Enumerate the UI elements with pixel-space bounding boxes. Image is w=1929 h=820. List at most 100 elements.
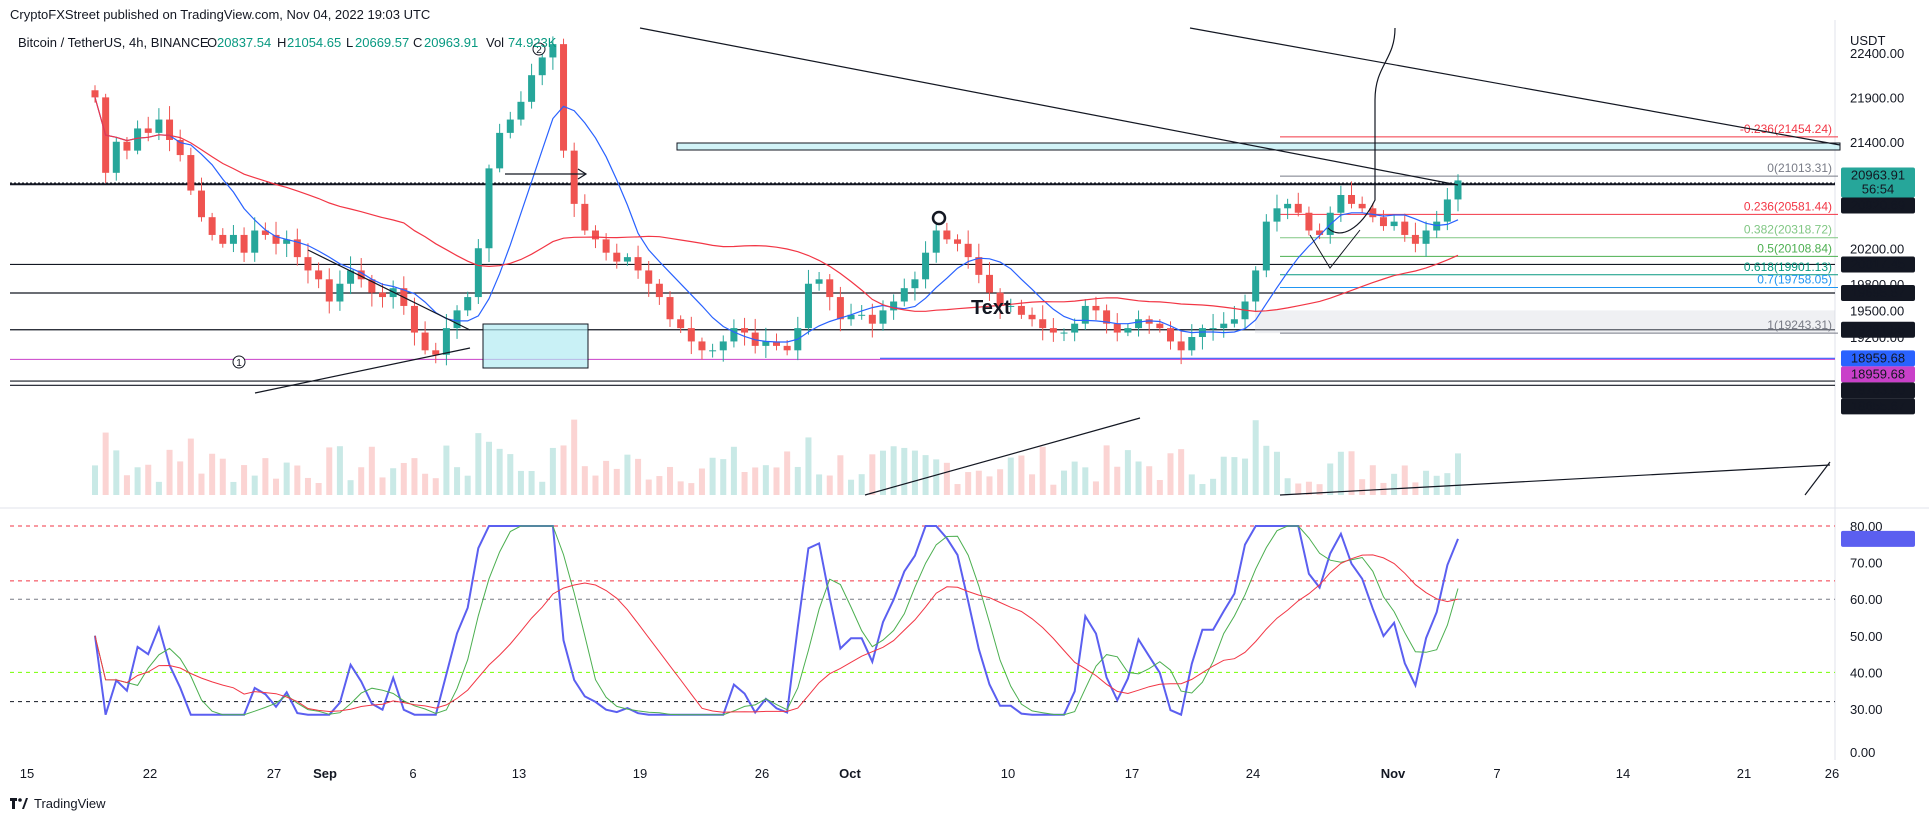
volume-bar [422,473,429,495]
candle-body [1049,328,1057,333]
candle-body [783,345,791,351]
trendline-desc [639,27,1459,186]
volume-bar [890,446,897,495]
volume-bar [1327,463,1334,495]
volume-bar [986,476,993,495]
volume-value: 74.923K [508,35,557,50]
candle-body [304,257,312,271]
volume-bar [1082,467,1089,495]
candle-body [155,119,163,133]
candle-body [943,230,951,240]
candle-body [1379,217,1387,227]
tradingview-icon [10,797,28,809]
volume-bar [1050,484,1057,495]
candle-body [655,283,663,298]
candle-body [229,234,237,244]
volume-bar [400,462,407,495]
price-tick-label: 22400.00 [1850,46,1904,61]
volume-bar [773,467,780,495]
currency-label: USDT [1850,33,1885,48]
volume-bar [805,437,812,495]
time-tick-label: 7 [1493,766,1500,781]
candle-body [815,279,823,284]
volume-bar [432,478,439,495]
volume-bar [294,465,301,495]
volume-bar [911,450,918,495]
time-tick-label: 27 [267,766,281,781]
volume-bar [102,432,109,495]
open-value: 20837.54 [217,35,271,50]
candle-body [730,328,738,342]
time-tick-label: 19 [633,766,647,781]
countdown-label: 56:54 [1862,181,1895,196]
candle-body [112,141,120,173]
volume-bar [1135,461,1142,495]
volume-bar [1401,465,1408,495]
candle-body [613,252,621,262]
candle-body [1028,314,1036,320]
rsi-ma-line [94,554,1459,713]
candle-body [517,101,525,120]
candle-body [1422,230,1430,244]
candle-body [1401,221,1409,235]
candle-body [1092,305,1100,311]
candle-body [357,270,365,280]
rsi-line [94,525,1459,717]
time-tick-label: 6 [409,766,416,781]
volume-bar [1092,481,1099,495]
volume-bar [379,477,386,495]
candle-body [368,279,376,293]
volume-bar [837,455,844,495]
candle-body [1443,199,1451,222]
candle-body [698,341,706,351]
candle-body [1188,337,1196,351]
price-badge [1841,284,1915,301]
volume-bar [922,455,929,495]
volume-bar [1199,484,1206,495]
fib-label: 0.382(20318.72) [1744,223,1832,237]
fib-label: 0.236(20581.44) [1744,199,1832,213]
price-badge-label: 18959.68 [1851,366,1905,381]
volume-bar [784,451,791,495]
volume-bar [826,475,833,495]
candle-body [1071,323,1079,333]
volume-bar [230,481,237,495]
price-badge [1841,197,1915,214]
candle-body [496,132,504,169]
candle-body [879,310,887,324]
price-tick-label: 20200.00 [1850,241,1904,256]
time-tick-label: 10 [1001,766,1015,781]
volume-bar [1039,446,1046,495]
volume-bar [209,453,216,495]
candle-body [1124,328,1132,333]
price-badge [1841,321,1915,338]
low-value: 20669.57 [355,35,409,50]
fibonacci-levels: -0.236(21454.24) 0(21013.31) 0.236(20581.4… [1280,122,1838,334]
candle-body [176,139,184,156]
wave-marker-1 [232,355,246,369]
candle-body [1305,212,1313,231]
candle-body [645,270,653,284]
rsi-tick-label: 0.00 [1850,745,1875,760]
volume-bar [496,448,503,495]
candle-body [826,279,834,298]
candle-body [1284,203,1292,209]
volume-bar [1391,473,1398,495]
time-tick-label: 15 [20,766,34,781]
rsi-badge [1841,530,1915,547]
volume-bar [1061,470,1068,495]
candle-body [538,57,546,76]
volume-bar [794,466,801,495]
candle-body [325,279,333,302]
volume-bar [251,475,258,495]
price-badge [1841,398,1915,415]
volume-bar [667,466,674,495]
candle-body [890,301,898,311]
volume-bar [315,482,322,495]
candle-body [91,90,99,98]
volume-bar [145,464,152,495]
price-badge [1841,382,1915,399]
price-badge-label: 20920.69 [1851,197,1905,212]
volume-bar [241,465,248,495]
